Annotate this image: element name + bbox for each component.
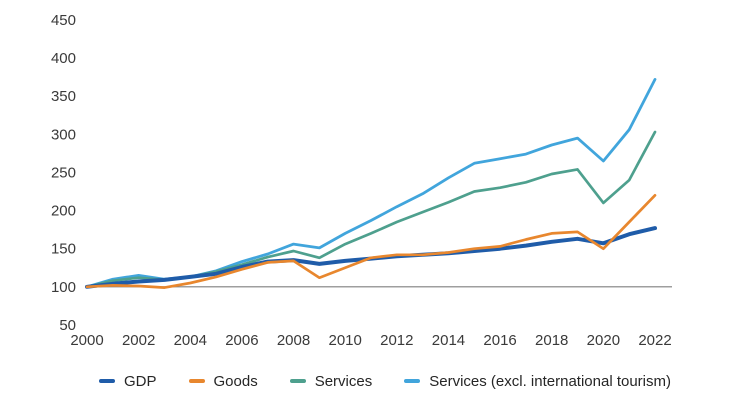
legend-swatch-icon [188,379,205,383]
legend-label: Services [314,372,373,390]
legend-item-services-excl-international-tourism: Services (excl. international tourism) [404,374,671,389]
legend-label: Goods [213,372,258,390]
x-tick-label: 2004 [174,332,207,349]
legend-swatch-icon [289,379,306,383]
legend-label: Services (excl. international tourism) [429,372,671,390]
x-tick-label: 2006 [225,332,258,349]
legend-label: GDP [123,372,157,390]
x-tick-label: 2002 [122,332,155,349]
y-tick-label: 400 [51,50,76,67]
y-tick-label: 300 [51,126,76,143]
y-tick-label: 150 [51,241,76,258]
x-tick-label: 2016 [483,332,516,349]
x-tick-label: 2018 [535,332,568,349]
y-tick-label: 200 [51,203,76,220]
y-tick-label: 350 [51,88,76,105]
x-tick-label: 2020 [587,332,620,349]
line-chart: 50 100 150 200 250 300 350 400 450 2000 2002 2004 20… [51,12,672,349]
series-line-goods [85,193,657,289]
chart-legend: GDP Goods Services Services (excl. internat… [0,366,730,396]
series-line-services [85,130,657,289]
legend-item-services: Services [289,372,373,390]
x-tick-label: 2012 [380,332,413,349]
x-tick-label: 2000 [70,332,103,349]
y-tick-label: 100 [51,279,76,296]
x-tick-label: 2008 [277,332,310,349]
legend-item-goods: Goods [188,372,258,390]
y-tick-label: 450 [51,12,76,29]
legend-item-gdp: GDP [98,372,157,390]
x-tick-label: 2014 [432,332,465,349]
x-tick-label: 2022 [638,332,671,349]
series-line-services-excl-international-tourism [85,78,657,289]
y-tick-label: 50 [59,317,76,334]
legend-swatch-icon [98,379,115,383]
x-tick-label: 2010 [328,332,361,349]
legend-swatch-icon [404,379,421,383]
y-tick-label: 250 [51,164,76,181]
